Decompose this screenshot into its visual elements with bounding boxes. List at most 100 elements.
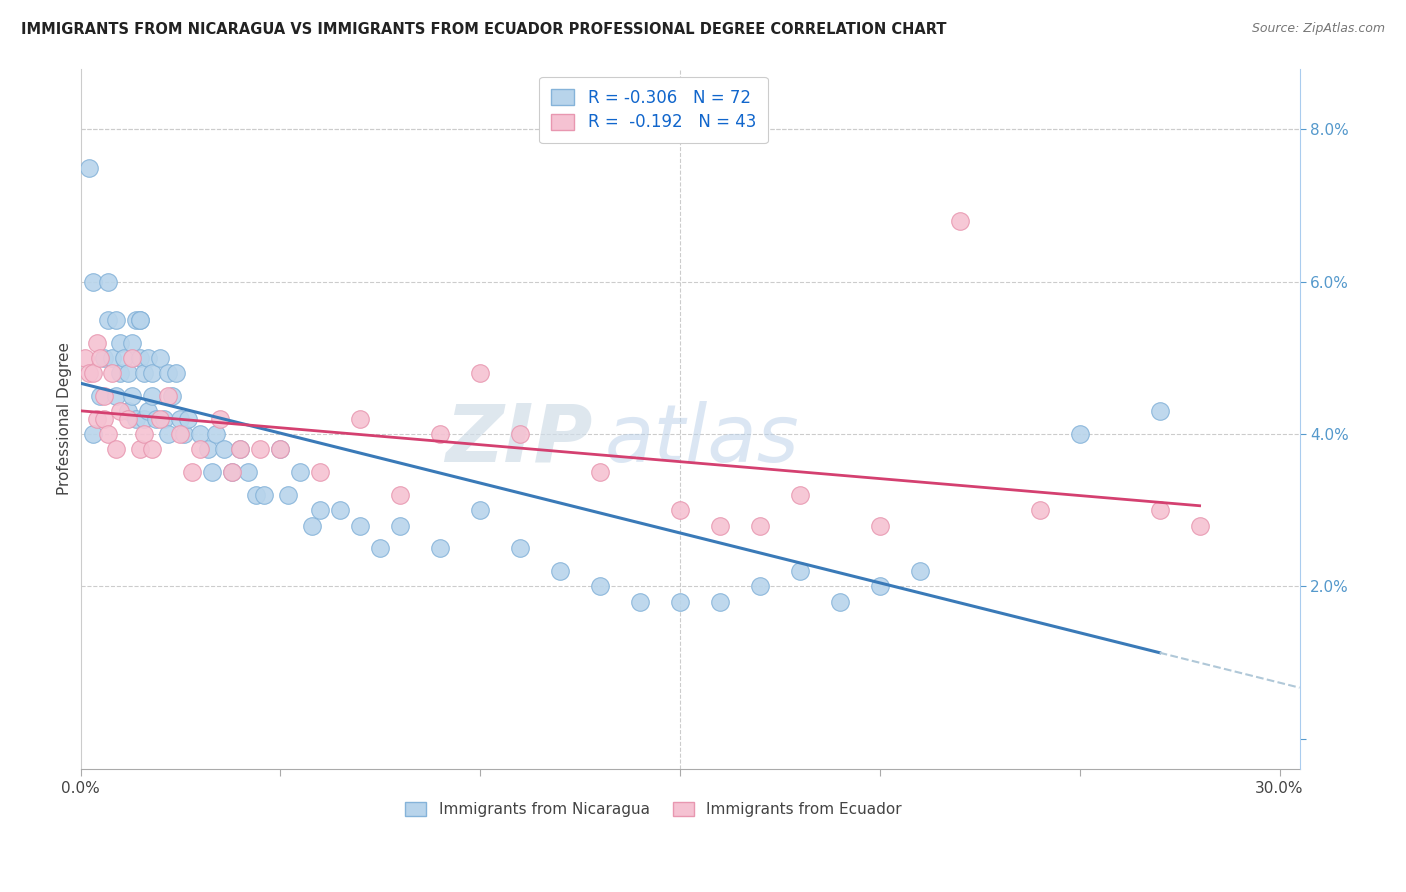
Point <box>245 488 267 502</box>
Point <box>149 351 172 365</box>
Point <box>125 313 148 327</box>
Point <box>105 313 128 327</box>
Point <box>197 442 219 457</box>
Point <box>105 389 128 403</box>
Point <box>828 595 851 609</box>
Point <box>205 427 228 442</box>
Point <box>153 412 176 426</box>
Point <box>169 412 191 426</box>
Point <box>628 595 651 609</box>
Point <box>138 351 160 365</box>
Point <box>138 404 160 418</box>
Point <box>86 335 108 350</box>
Point <box>117 366 139 380</box>
Point <box>329 503 352 517</box>
Point <box>134 412 156 426</box>
Point <box>129 313 152 327</box>
Point <box>121 389 143 403</box>
Point <box>869 580 891 594</box>
Point <box>709 595 731 609</box>
Point <box>141 366 163 380</box>
Point <box>214 442 236 457</box>
Legend: Immigrants from Nicaragua, Immigrants from Ecuador: Immigrants from Nicaragua, Immigrants fr… <box>398 794 910 825</box>
Point <box>110 366 132 380</box>
Y-axis label: Professional Degree: Professional Degree <box>58 343 72 495</box>
Point <box>93 389 115 403</box>
Point <box>169 427 191 442</box>
Text: atlas: atlas <box>605 401 800 479</box>
Point <box>201 465 224 479</box>
Point <box>117 412 139 426</box>
Point <box>162 389 184 403</box>
Point <box>429 541 451 556</box>
Point <box>221 465 243 479</box>
Point <box>277 488 299 502</box>
Point <box>77 161 100 175</box>
Text: ZIP: ZIP <box>446 401 592 479</box>
Point <box>86 412 108 426</box>
Point <box>309 465 332 479</box>
Point <box>145 412 167 426</box>
Point <box>97 275 120 289</box>
Text: Source: ZipAtlas.com: Source: ZipAtlas.com <box>1251 22 1385 36</box>
Point <box>1149 503 1171 517</box>
Point <box>349 412 371 426</box>
Point <box>93 351 115 365</box>
Point <box>1029 503 1052 517</box>
Point <box>157 389 180 403</box>
Point <box>309 503 332 517</box>
Point <box>1188 518 1211 533</box>
Point <box>165 366 187 380</box>
Point <box>509 541 531 556</box>
Point <box>134 427 156 442</box>
Point <box>89 389 111 403</box>
Point <box>869 518 891 533</box>
Point <box>149 412 172 426</box>
Point <box>141 442 163 457</box>
Point <box>173 427 195 442</box>
Point <box>249 442 271 457</box>
Point <box>157 366 180 380</box>
Point <box>129 442 152 457</box>
Point <box>238 465 260 479</box>
Point <box>82 275 104 289</box>
Point <box>89 351 111 365</box>
Point <box>73 351 96 365</box>
Point <box>669 503 692 517</box>
Point <box>190 427 212 442</box>
Point <box>121 351 143 365</box>
Point <box>101 351 124 365</box>
Point <box>470 503 492 517</box>
Text: IMMIGRANTS FROM NICARAGUA VS IMMIGRANTS FROM ECUADOR PROFESSIONAL DEGREE CORRELA: IMMIGRANTS FROM NICARAGUA VS IMMIGRANTS … <box>21 22 946 37</box>
Point <box>290 465 312 479</box>
Point <box>110 404 132 418</box>
Point <box>470 366 492 380</box>
Point <box>82 366 104 380</box>
Point <box>114 351 136 365</box>
Point <box>77 366 100 380</box>
Point <box>229 442 252 457</box>
Point <box>949 214 972 228</box>
Point <box>349 518 371 533</box>
Point <box>589 465 612 479</box>
Point <box>121 335 143 350</box>
Point <box>509 427 531 442</box>
Point <box>181 465 204 479</box>
Point <box>129 351 152 365</box>
Point <box>97 313 120 327</box>
Point <box>97 427 120 442</box>
Point <box>229 442 252 457</box>
Point <box>789 564 811 578</box>
Point <box>389 518 412 533</box>
Point <box>368 541 391 556</box>
Point <box>82 427 104 442</box>
Point <box>1149 404 1171 418</box>
Point <box>589 580 612 594</box>
Point <box>117 404 139 418</box>
Point <box>908 564 931 578</box>
Point <box>789 488 811 502</box>
Point <box>669 595 692 609</box>
Point <box>1069 427 1091 442</box>
Point <box>221 465 243 479</box>
Point <box>749 518 772 533</box>
